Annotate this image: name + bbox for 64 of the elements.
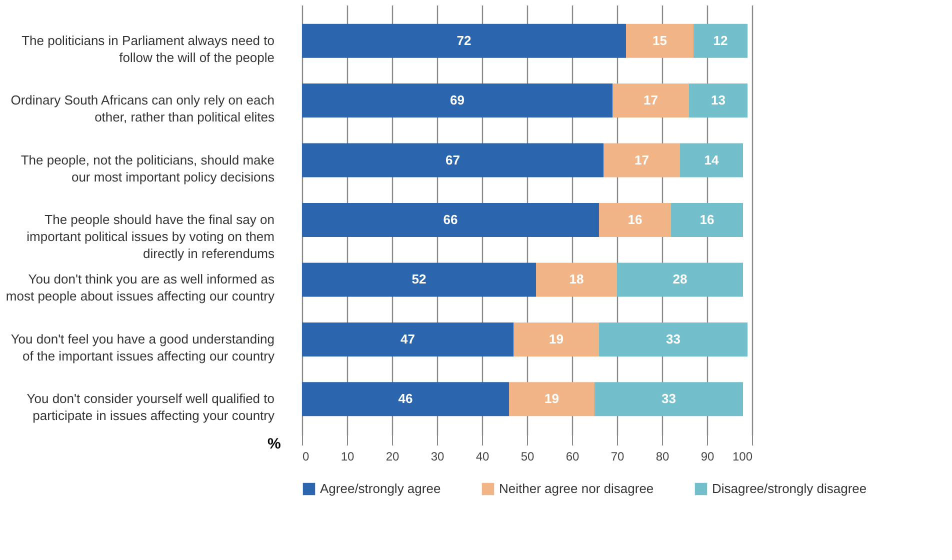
data-label: 14: [704, 152, 720, 168]
data-label: 19: [549, 331, 564, 346]
data-label: 72: [456, 32, 472, 48]
legend-label: Agree/strongly agree: [320, 481, 441, 496]
x-tick-label: 100: [732, 450, 753, 464]
y-tick-label: The people, not the politicians, should make our most important policy decisions: [20, 152, 275, 184]
bar: [509, 382, 594, 416]
data-label: 16: [628, 212, 642, 227]
data-label: 46: [398, 391, 413, 406]
legend-label: Disagree/strongly disagree: [712, 481, 867, 496]
bar: [302, 203, 599, 237]
bar: [689, 84, 748, 118]
bar: [536, 262, 617, 297]
bar: [617, 262, 743, 297]
x-tick-label: 80: [656, 450, 670, 464]
x-tick-label: 0: [302, 450, 310, 464]
y-tick-label: You don't think you are as well informed as most people about issues affecting our country: [6, 272, 275, 304]
bar: [594, 382, 743, 416]
bar: [302, 262, 536, 297]
x-tick-label: 90: [700, 450, 714, 464]
data-label: 17: [634, 152, 649, 168]
bar: [612, 84, 689, 118]
data-label: 66: [443, 212, 458, 227]
bar: [302, 382, 509, 416]
y-tick-label: You don't feel you have a good understanding of the important issues affecting our country: [10, 331, 275, 364]
x-tick-label: 10: [340, 450, 354, 464]
bar: [671, 203, 743, 237]
data-label: 13: [711, 92, 726, 108]
bar: [302, 322, 514, 356]
bar: [680, 143, 743, 178]
data-label: 15: [652, 32, 667, 48]
data-label: 47: [400, 331, 415, 346]
data-label: 18: [569, 272, 584, 287]
y-tick-label: The politicians in Parliament always need to follow the will of the people: [22, 32, 274, 65]
x-tick-label: 40: [476, 450, 490, 464]
bar: [604, 143, 680, 178]
data-label: 16: [700, 212, 714, 227]
y-tick-label: Ordinary South Africans can only rely on each other, rather than political elites: [10, 92, 275, 125]
bar: [514, 322, 599, 356]
legend-label: Neither agree nor disagree: [499, 481, 654, 496]
data-label: 12: [713, 32, 728, 48]
x-tick-label: 50: [520, 450, 534, 464]
x-tick-label: 30: [430, 450, 444, 464]
data-label: 17: [644, 92, 658, 108]
data-label: 33: [662, 391, 676, 406]
x-tick-label: 60: [566, 450, 580, 464]
y-tick-label: The people should have the final say on important political issues by voting on them directly in referendums: [26, 212, 275, 261]
x-tick-label: 20: [386, 450, 400, 464]
bar: [599, 322, 748, 356]
bar: [599, 203, 671, 237]
bar: [302, 84, 612, 118]
data-label: 69: [450, 92, 464, 108]
bar: [626, 24, 694, 58]
x-tick-label: 70: [610, 450, 624, 464]
bar: [302, 143, 604, 178]
y-tick-label: You don't consider yourself well qualified to participate in issues affecting your country: [26, 391, 275, 424]
data-label: 52: [412, 272, 426, 287]
x-axis-title: %: [268, 436, 281, 452]
data-label: 28: [672, 272, 688, 287]
data-label: 19: [544, 391, 559, 406]
bar: [302, 24, 626, 58]
bar: [694, 24, 748, 58]
data-label: 33: [666, 331, 680, 346]
data-label: 67: [446, 152, 460, 168]
